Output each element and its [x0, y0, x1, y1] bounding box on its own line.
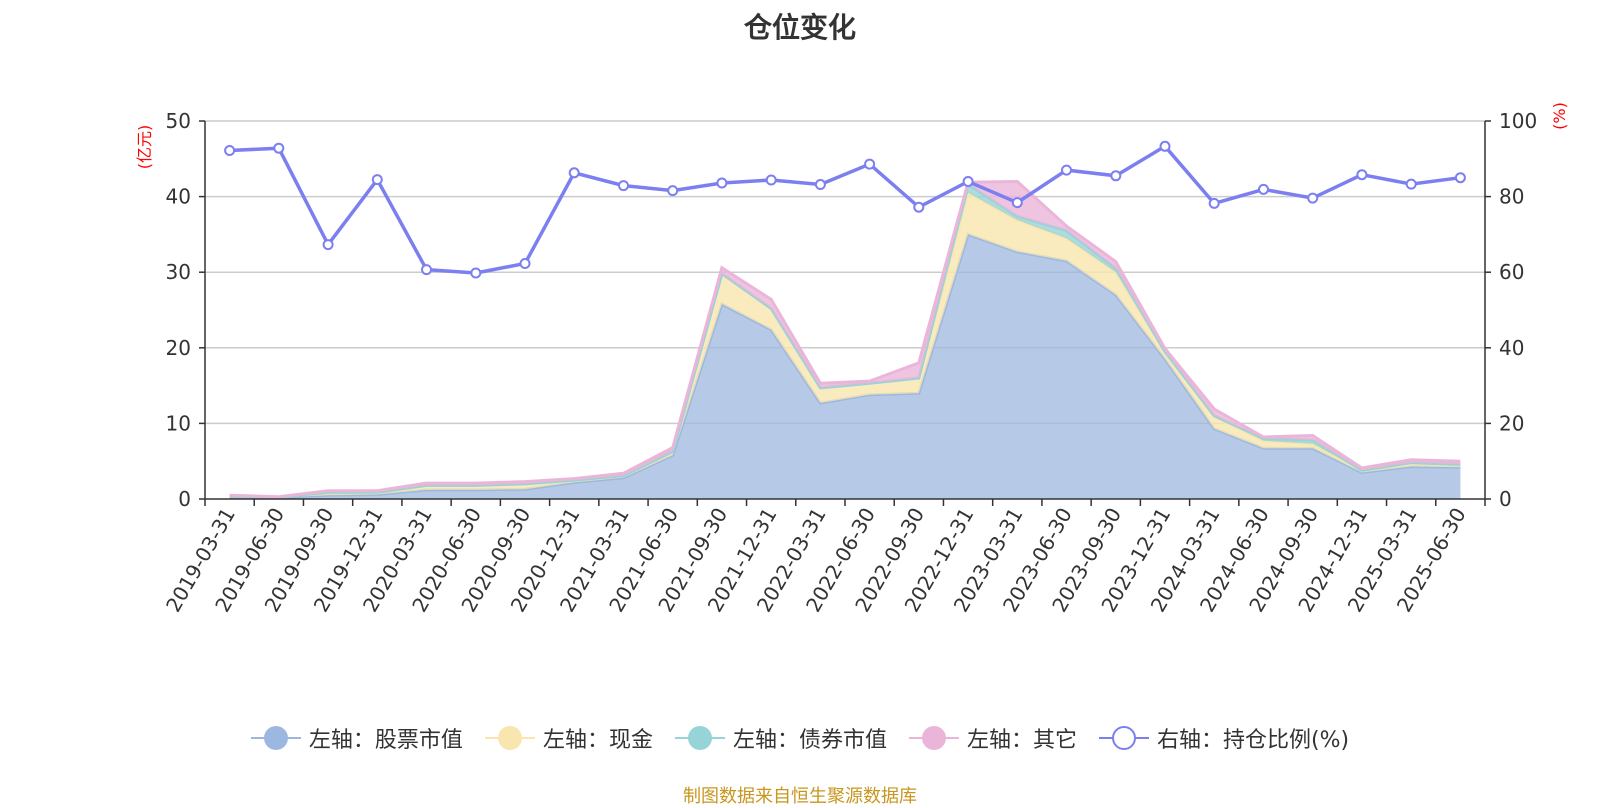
chart-title: 仓位变化 — [743, 11, 856, 44]
right-tick-label: 0 — [1499, 487, 1512, 511]
ratio-point — [1159, 140, 1171, 152]
ratio-point — [421, 264, 432, 276]
ratio-point — [568, 167, 580, 179]
ratio-point — [470, 267, 482, 279]
legend-swatch-icon — [908, 723, 959, 753]
axes — [199, 120, 1491, 506]
ratio-point — [962, 176, 974, 187]
ratio-point — [1356, 169, 1368, 181]
left-tick-label: 50 — [166, 109, 191, 133]
left-tick-label: 0 — [178, 487, 191, 511]
ratio-line-path — [229, 144, 1461, 275]
ratio-point — [273, 142, 285, 154]
left-tick-label: 10 — [166, 411, 191, 435]
right-axis-unit: (%) — [1550, 102, 1569, 130]
ratio-point — [1307, 192, 1319, 204]
right-tick-label: 60 — [1499, 260, 1524, 284]
ratio-point — [667, 185, 679, 197]
right-tick-label: 20 — [1499, 411, 1524, 435]
ratio-point — [1061, 164, 1072, 176]
legend-swatch-icon — [250, 723, 301, 753]
ratio-point — [716, 177, 728, 189]
ratio-point — [814, 179, 826, 190]
legend: 左轴：股票市值 左轴：现金 左轴：债券市值 左轴：其它 右轴：持仓比例(%) — [0, 722, 1600, 754]
legend-item[interactable]: 左轴：现金 — [484, 722, 653, 754]
ratio-point — [1110, 170, 1122, 182]
right-tick-label: 40 — [1499, 336, 1524, 360]
left-tick-label: 30 — [166, 260, 191, 284]
right-tick-label: 80 — [1499, 185, 1524, 209]
source-note: 制图数据来自恒生聚源数据库 — [683, 786, 917, 807]
ratio-point — [519, 258, 531, 269]
ratio-line — [224, 140, 1466, 279]
ratio-point — [224, 145, 236, 156]
gridlines — [205, 120, 1485, 425]
legend-swatch-icon — [1098, 723, 1149, 753]
legend-label: 左轴：股票市值 — [308, 728, 463, 753]
legend-label: 右轴：持仓比例(%) — [1156, 728, 1350, 753]
ratio-point — [1208, 197, 1220, 209]
area-edge-series-4 — [229, 179, 1461, 499]
ratio-point — [322, 239, 334, 251]
ratio-point — [618, 180, 629, 192]
left-tick-label: 40 — [166, 185, 191, 209]
legend-item[interactable]: 左轴：债券市值 — [674, 722, 887, 754]
right-tick-label: 100 — [1499, 109, 1537, 133]
legend-item[interactable]: 右轴：持仓比例(%) — [1098, 722, 1350, 754]
ratio-point — [1454, 172, 1466, 184]
legend-label: 左轴：现金 — [542, 728, 653, 753]
legend-swatch-icon — [674, 723, 725, 753]
legend-label: 左轴：债券市值 — [732, 728, 887, 753]
ratio-point — [1258, 183, 1269, 195]
ratio-point — [1011, 197, 1023, 209]
legend-item[interactable]: 左轴：股票市值 — [250, 722, 463, 754]
ratio-point — [913, 201, 925, 213]
left-axis-unit: (亿元) — [135, 125, 154, 170]
ratio-point — [765, 174, 777, 186]
legend-swatch-icon — [484, 723, 535, 753]
legend-label: 左轴：其它 — [966, 728, 1077, 753]
left-tick-label: 20 — [166, 336, 191, 360]
stacked-areas — [229, 179, 1461, 500]
ratio-point — [864, 158, 876, 170]
legend-item[interactable]: 左轴：其它 — [908, 722, 1077, 754]
area-series-1 — [229, 234, 1461, 499]
ratio-point — [371, 174, 383, 186]
ratio-point — [1405, 178, 1417, 190]
